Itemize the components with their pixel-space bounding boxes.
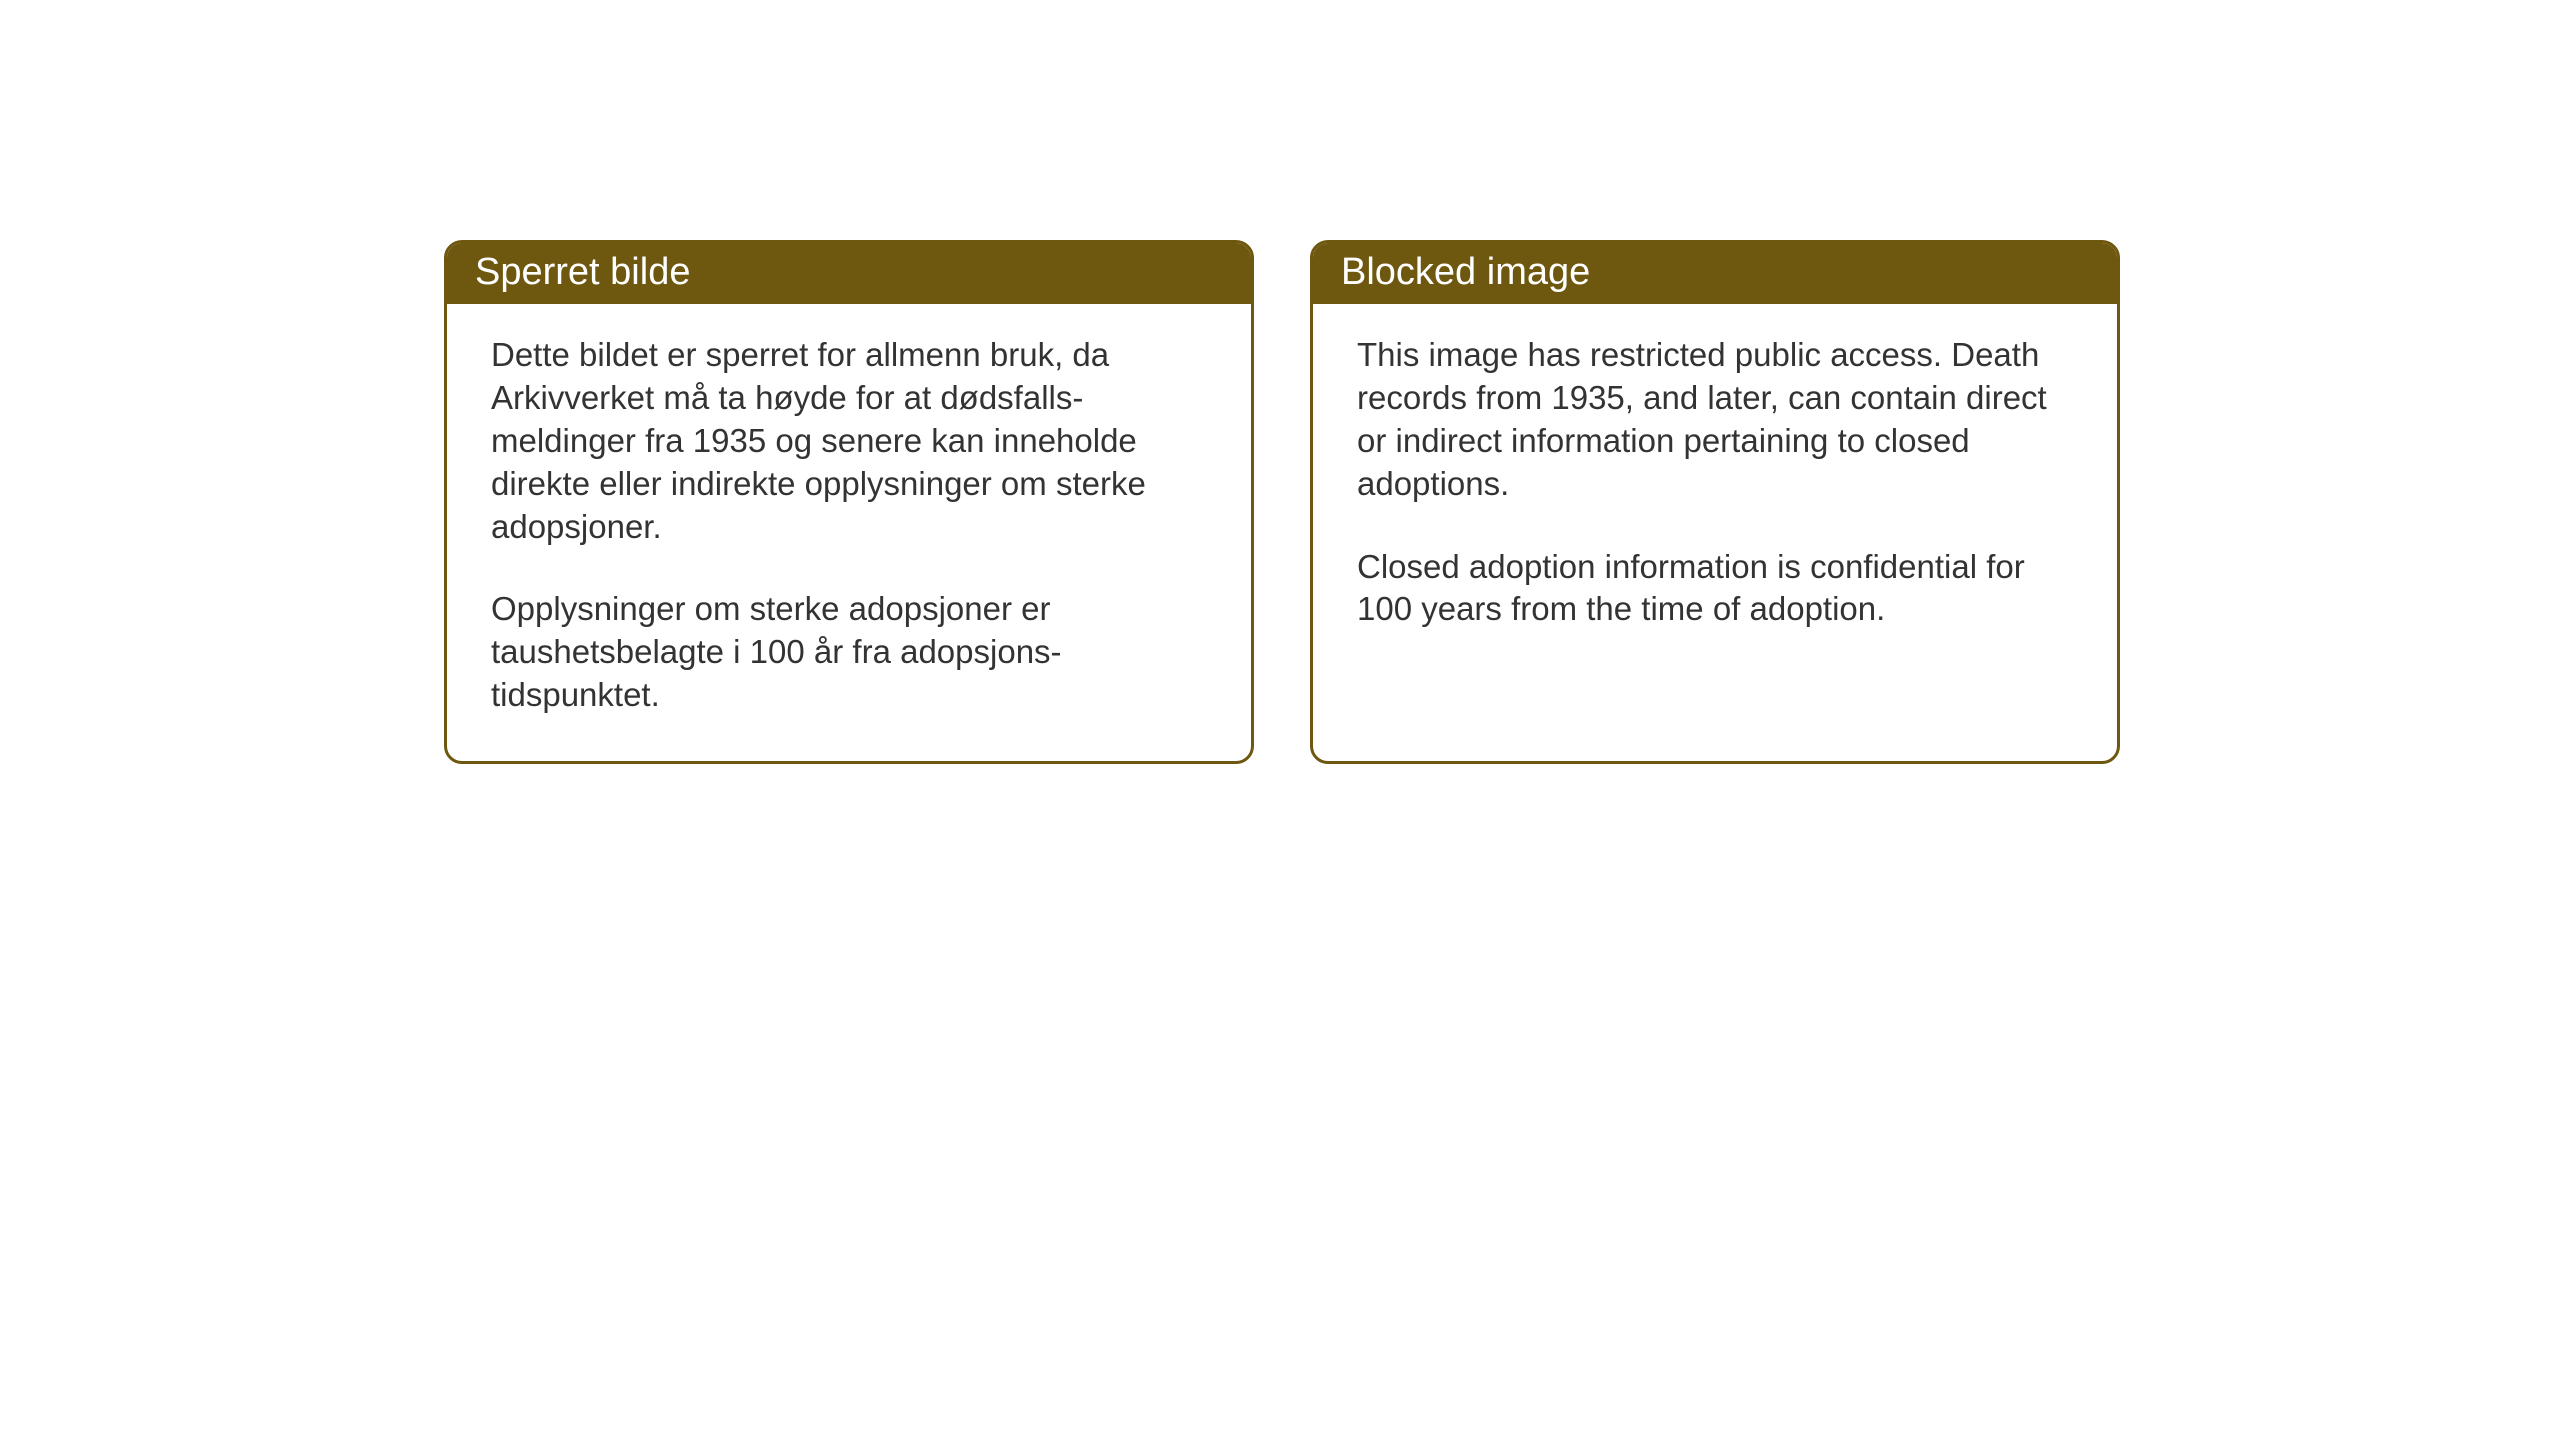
card-title: Blocked image bbox=[1341, 251, 1590, 293]
card-paragraph: This image has restricted public access.… bbox=[1357, 334, 2073, 506]
blocked-image-card-english: Blocked image This image has restricted … bbox=[1310, 240, 2120, 764]
card-paragraph: Closed adoption information is confident… bbox=[1357, 546, 2073, 632]
blocked-image-card-norwegian: Sperret bilde Dette bildet er sperret fo… bbox=[444, 240, 1254, 764]
card-header: Blocked image bbox=[1313, 243, 2117, 304]
card-header: Sperret bilde bbox=[447, 243, 1251, 304]
card-paragraph: Dette bildet er sperret for allmenn bruk… bbox=[491, 334, 1207, 548]
card-paragraph: Opplysninger om sterke adopsjoner er tau… bbox=[491, 588, 1207, 717]
card-title: Sperret bilde bbox=[475, 251, 690, 293]
card-body: Dette bildet er sperret for allmenn bruk… bbox=[447, 304, 1251, 761]
cards-container: Sperret bilde Dette bildet er sperret fo… bbox=[444, 240, 2120, 764]
card-body: This image has restricted public access.… bbox=[1313, 304, 2117, 675]
